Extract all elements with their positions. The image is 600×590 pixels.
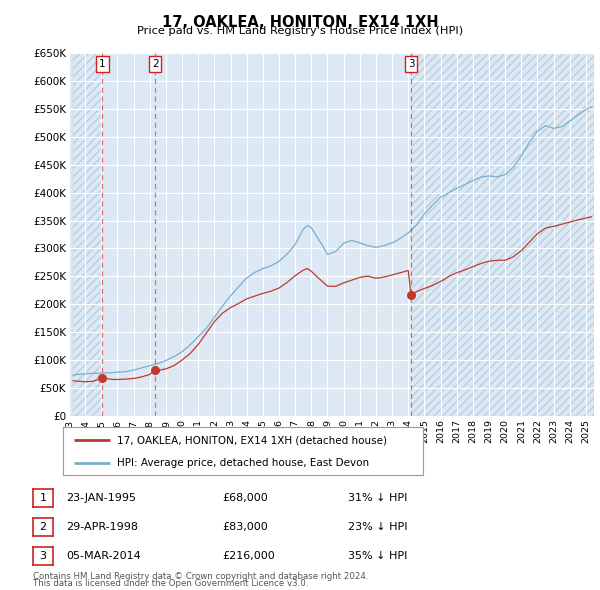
Text: 17, OAKLEA, HONITON, EX14 1XH: 17, OAKLEA, HONITON, EX14 1XH (161, 15, 439, 30)
Bar (73, 53, 102, 416)
Text: £83,000: £83,000 (222, 522, 268, 532)
Text: 31% ↓ HPI: 31% ↓ HPI (348, 493, 407, 503)
Text: 2: 2 (152, 59, 158, 69)
Bar (155, 53, 411, 416)
Text: 3: 3 (40, 551, 46, 560)
Text: 35% ↓ HPI: 35% ↓ HPI (348, 551, 407, 560)
Text: 05-MAR-2014: 05-MAR-2014 (66, 551, 141, 560)
Bar (102, 53, 155, 416)
Text: 29-APR-1998: 29-APR-1998 (66, 522, 138, 532)
Text: 17, OAKLEA, HONITON, EX14 1XH (detached house): 17, OAKLEA, HONITON, EX14 1XH (detached … (117, 435, 387, 445)
Text: Price paid vs. HM Land Registry's House Price Index (HPI): Price paid vs. HM Land Registry's House … (137, 26, 463, 36)
Text: 3: 3 (407, 59, 414, 69)
Text: 2: 2 (40, 522, 46, 532)
Text: HPI: Average price, detached house, East Devon: HPI: Average price, detached house, East… (117, 458, 369, 468)
Text: 1: 1 (99, 59, 106, 69)
Text: Contains HM Land Registry data © Crown copyright and database right 2024.: Contains HM Land Registry data © Crown c… (33, 572, 368, 581)
Text: 1: 1 (40, 493, 46, 503)
Text: £68,000: £68,000 (222, 493, 268, 503)
Text: 23-JAN-1995: 23-JAN-1995 (66, 493, 136, 503)
Text: £216,000: £216,000 (222, 551, 275, 560)
Text: This data is licensed under the Open Government Licence v3.0.: This data is licensed under the Open Gov… (33, 579, 308, 588)
Text: 23% ↓ HPI: 23% ↓ HPI (348, 522, 407, 532)
Bar (411, 53, 594, 416)
